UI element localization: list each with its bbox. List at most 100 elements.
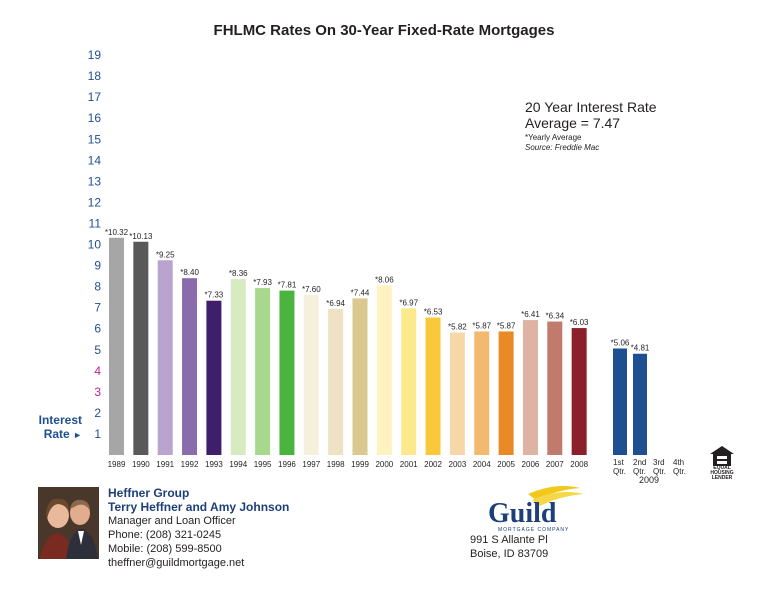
bar-data-label: *10.32 (105, 228, 129, 237)
bar-data-label: *6.34 (545, 312, 564, 321)
x-tick-label: 2006 (522, 460, 540, 469)
y-axis-label-rate: Rate (43, 427, 70, 441)
bar (547, 321, 563, 455)
bar-data-label: *9.25 (156, 250, 175, 259)
bar (328, 308, 344, 455)
contact-group: Heffner Group (108, 486, 190, 500)
average-heading-line2: Average = 7.47 (525, 115, 621, 131)
x-tick-label: 2002 (424, 460, 442, 469)
year-2009-group-label: 2009 (639, 475, 660, 485)
address-line1: 991 S Allante Pl (470, 534, 548, 546)
bar-data-label: *8.36 (229, 269, 248, 278)
bar-data-label: *7.33 (205, 291, 224, 300)
y-tick-label: 12 (88, 195, 102, 209)
contact-phone: Phone: (208) 321-0245 (108, 529, 222, 541)
x-tick-label: 1991 (156, 460, 174, 469)
bar-data-label: *6.94 (326, 299, 345, 308)
bar-data-label: *5.87 (497, 321, 516, 330)
bar (498, 331, 514, 455)
source-note: Source: Freddie Mac (525, 143, 600, 152)
x-tick-label: 4th Qtr. (673, 458, 686, 476)
y-tick-label: 18 (88, 69, 102, 83)
bar-data-label: *5.87 (472, 321, 491, 330)
y-tick-label: 1 (94, 427, 101, 441)
y-tick-label: 11 (89, 216, 102, 230)
y-tick-label: 9 (94, 259, 101, 273)
bar (279, 290, 295, 455)
x-tick-label: 2000 (375, 460, 393, 469)
x-tick-label: 3rd Qtr. (653, 458, 666, 476)
x-tick-label: 1992 (181, 460, 199, 469)
y-tick-label: 8 (94, 280, 101, 294)
bar-data-label: *10.13 (129, 232, 153, 241)
guild-logo: Guild MORTGAGE COMPANY (488, 486, 584, 533)
x-tick-label: 1996 (278, 460, 296, 469)
y-tick-label: 19 (88, 48, 102, 62)
bar (571, 328, 587, 455)
bar (157, 260, 173, 455)
y-tick-label: 4 (94, 364, 101, 378)
x-tick-label: 2007 (546, 460, 564, 469)
address-line2: Boise, ID 83709 (470, 548, 549, 560)
x-tick-label: 1998 (327, 460, 345, 469)
y-tick-label: 5 (94, 343, 101, 357)
logo-name: Guild (488, 498, 557, 529)
y-tick-label: 3 (94, 385, 101, 399)
bar-data-label: *4.81 (631, 344, 650, 353)
bar (401, 308, 417, 455)
x-tick-label: 1997 (302, 460, 320, 469)
equal-housing-icon (710, 446, 734, 466)
bar (449, 332, 465, 455)
bar-data-label: *7.81 (278, 281, 297, 290)
bar-data-label: *8.40 (180, 268, 199, 277)
chart-title: FHLMC Rates On 30-Year Fixed-Rate Mortga… (213, 22, 555, 39)
average-heading-line1: 20 Year Interest Rate (525, 99, 657, 115)
equal-housing-text: EQUAL HOUSING LENDER (710, 465, 734, 481)
bar-data-label: *7.44 (351, 288, 370, 297)
y-tick-label: 10 (88, 238, 102, 252)
bar (613, 348, 627, 455)
contact-email: theffner@guildmortgage.net (108, 557, 245, 569)
x-tick-label: 1993 (205, 460, 223, 469)
x-tick-label: 2008 (570, 460, 588, 469)
x-tick-label: 2004 (473, 460, 491, 469)
bar-data-label: *6.97 (399, 298, 418, 307)
bar (133, 241, 149, 455)
y-axis-label-top: Interest (38, 413, 82, 427)
bar (522, 320, 538, 455)
contact-role: Manager and Loan Officer (108, 515, 236, 527)
y-tick-label: 17 (88, 90, 102, 104)
x-tick-label: 2005 (497, 460, 515, 469)
bar-data-label: *5.82 (448, 322, 467, 331)
y-tick-label: 16 (88, 111, 102, 125)
bar-data-label: *8.06 (375, 275, 394, 284)
y-tick-label: 15 (88, 132, 102, 146)
arrow-right-icon: ► (73, 430, 82, 440)
x-tick-label: 1989 (108, 460, 126, 469)
bar (352, 298, 368, 455)
bar-data-label: *6.41 (521, 310, 540, 319)
bar-data-label: *6.03 (570, 318, 589, 327)
bar (182, 278, 198, 455)
x-tick-label: 2001 (400, 460, 418, 469)
y-tick-label: 14 (88, 153, 102, 167)
x-tick-label: 1994 (229, 460, 247, 469)
x-tick-label: 2003 (449, 460, 467, 469)
contact-names: Terry Heffner and Amy Johnson (108, 500, 290, 514)
bar-data-label: *7.60 (302, 285, 321, 294)
bar (376, 285, 392, 455)
bar-data-label: *7.93 (253, 278, 272, 287)
bar (230, 279, 246, 455)
bar (303, 295, 319, 455)
bar (633, 353, 647, 455)
y-tick-label: 7 (94, 301, 101, 315)
bar (255, 288, 271, 455)
y-tick-label: 6 (94, 322, 101, 336)
x-tick-label: 1995 (254, 460, 272, 469)
y-tick-label: 2 (94, 406, 101, 420)
bar (109, 237, 124, 455)
logo-sub: MORTGAGE COMPANY (498, 527, 569, 533)
bar (474, 331, 490, 455)
y-axis-label-bottom: Rate ► (30, 427, 82, 441)
bar-data-label: *6.53 (424, 308, 443, 317)
